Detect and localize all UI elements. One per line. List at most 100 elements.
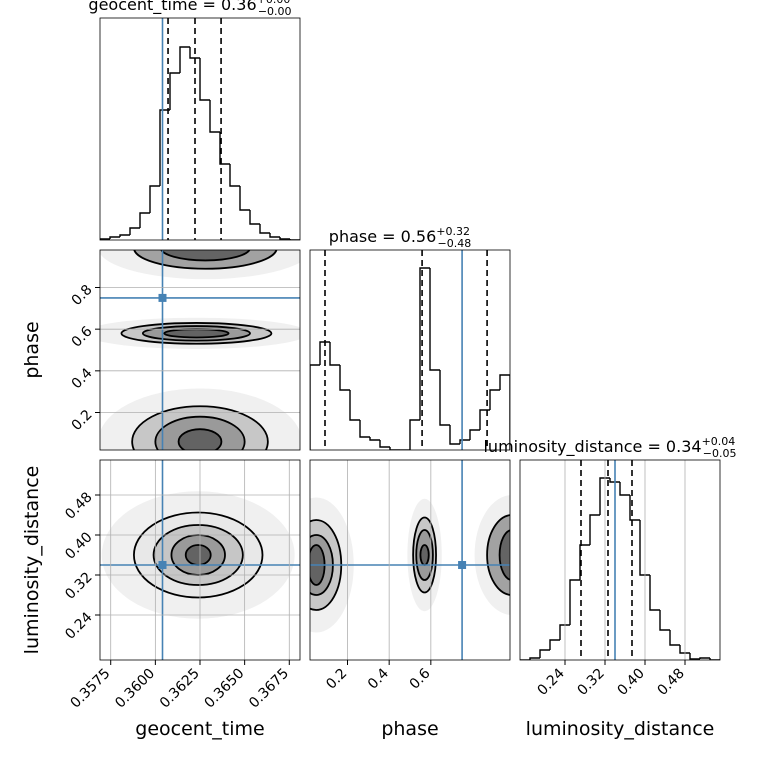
panel-frame — [519, 459, 721, 661]
x-axis-label: luminosity_distance — [526, 718, 715, 740]
truth-marker — [458, 561, 467, 569]
hist-bin — [369, 437, 380, 441]
hist-bin — [699, 657, 710, 659]
hist-bin — [529, 657, 540, 660]
y-tick-label: 0.8 — [69, 282, 96, 309]
contour — [498, 529, 510, 581]
title-upper: +0.00 — [257, 0, 291, 6]
hist-bin — [359, 420, 370, 438]
hist-bin — [349, 390, 360, 421]
y-axis-label: luminosity_distance — [21, 466, 43, 655]
title-lower: −0.00 — [258, 5, 292, 18]
panel-title: geocent_time = 0.36+0.00−0.00 — [88, 0, 291, 18]
hist-bin — [189, 47, 200, 59]
contour — [160, 250, 251, 262]
panel-title: phase = 0.56+0.32 −0.48 — [329, 225, 471, 250]
contour — [133, 250, 278, 270]
title-lower: −0.05 — [703, 447, 737, 460]
y-tick-label: 0.24 — [62, 609, 95, 642]
hist-bin — [709, 658, 720, 660]
panel — [100, 460, 300, 660]
panel — [520, 460, 720, 660]
contour — [419, 544, 430, 566]
panel — [100, 250, 300, 450]
y-tick-label: 0.4 — [69, 365, 96, 392]
contour — [163, 328, 230, 339]
hist-bin — [689, 653, 700, 660]
hist-bin — [179, 46, 190, 73]
panel-title: luminosity_distance = 0.34+0.04 −0.05 — [483, 435, 736, 460]
hist-bin — [139, 212, 150, 228]
hist-bin — [559, 624, 570, 640]
hist-bin — [129, 227, 140, 235]
y-axis-label: phase — [21, 321, 43, 378]
hist-bin — [209, 100, 220, 133]
hist-bin — [489, 389, 500, 410]
x-tick-label: 0.2 — [323, 666, 350, 693]
hist-bin — [389, 447, 400, 450]
hist-bin — [499, 374, 510, 450]
hist-bin — [199, 58, 210, 101]
hist-bin — [119, 234, 130, 237]
hist-bin — [409, 419, 420, 450]
scatter-halo — [474, 495, 510, 615]
x-tick-label: 0.24 — [534, 665, 567, 698]
hist-bin — [269, 233, 280, 238]
title-main: phase = 0.56 — [329, 227, 436, 246]
hist-bin — [659, 610, 670, 631]
title-upper: +0.04 — [702, 435, 736, 448]
x-axis-label: geocent_time — [135, 718, 264, 740]
hist-bin — [259, 224, 270, 234]
hist-bin — [310, 364, 320, 450]
hist-bin — [569, 579, 580, 625]
title-lower: −0.48 — [437, 237, 471, 250]
hist-bin — [289, 239, 300, 240]
hist-bin — [329, 342, 340, 366]
hist-bin — [419, 267, 430, 420]
hist-bin — [589, 514, 600, 545]
panel-frame — [309, 459, 511, 661]
hist-bin — [459, 439, 470, 444]
x-tick-label: 0.6 — [407, 665, 434, 692]
hist-bin — [159, 109, 170, 186]
hist-bin — [100, 238, 110, 240]
title-main: luminosity_distance = 0.34 — [483, 437, 701, 457]
hist-bin — [539, 649, 550, 658]
x-tick-label: 0.3600 — [112, 666, 158, 712]
truth-marker — [158, 293, 167, 302]
x-tick-label: 0.40 — [614, 666, 647, 699]
hist-bin — [469, 429, 480, 440]
x-tick-label: 0.32 — [574, 666, 607, 699]
panel-frame — [309, 249, 511, 451]
x-tick-label: 0.3625 — [157, 666, 203, 712]
y-tick-label: 0.40 — [62, 529, 95, 562]
title-upper: +0.32 — [436, 225, 470, 238]
panel-frame — [99, 249, 301, 451]
hist-bin — [629, 495, 640, 521]
hist-bin — [449, 425, 460, 445]
hist-bin — [609, 478, 620, 483]
truth-marker — [158, 561, 167, 569]
y-tick-label: 0.32 — [62, 569, 95, 602]
y-tick-label: 0.6 — [69, 323, 96, 350]
hist-bin — [379, 440, 390, 448]
y-tick-label: 0.2 — [69, 407, 96, 434]
hist-bin — [619, 482, 630, 496]
hist-bin — [149, 185, 160, 213]
panel — [100, 18, 300, 240]
hist-bin — [249, 210, 260, 225]
hist-bin — [109, 236, 120, 239]
hist-bin — [339, 365, 350, 391]
hist-bin — [429, 268, 440, 371]
hist-bin — [279, 237, 290, 240]
panel — [310, 250, 510, 450]
hist-bin — [599, 477, 610, 515]
panel-frame — [99, 17, 301, 241]
hist-bin — [479, 409, 490, 430]
hist-bin — [549, 639, 560, 650]
hist-bin — [319, 341, 330, 365]
x-tick-label: 0.3675 — [246, 666, 292, 712]
hist-bin — [579, 544, 590, 580]
x-tick-label: 0.4 — [365, 665, 392, 692]
x-tick-label: 0.3650 — [202, 666, 248, 712]
